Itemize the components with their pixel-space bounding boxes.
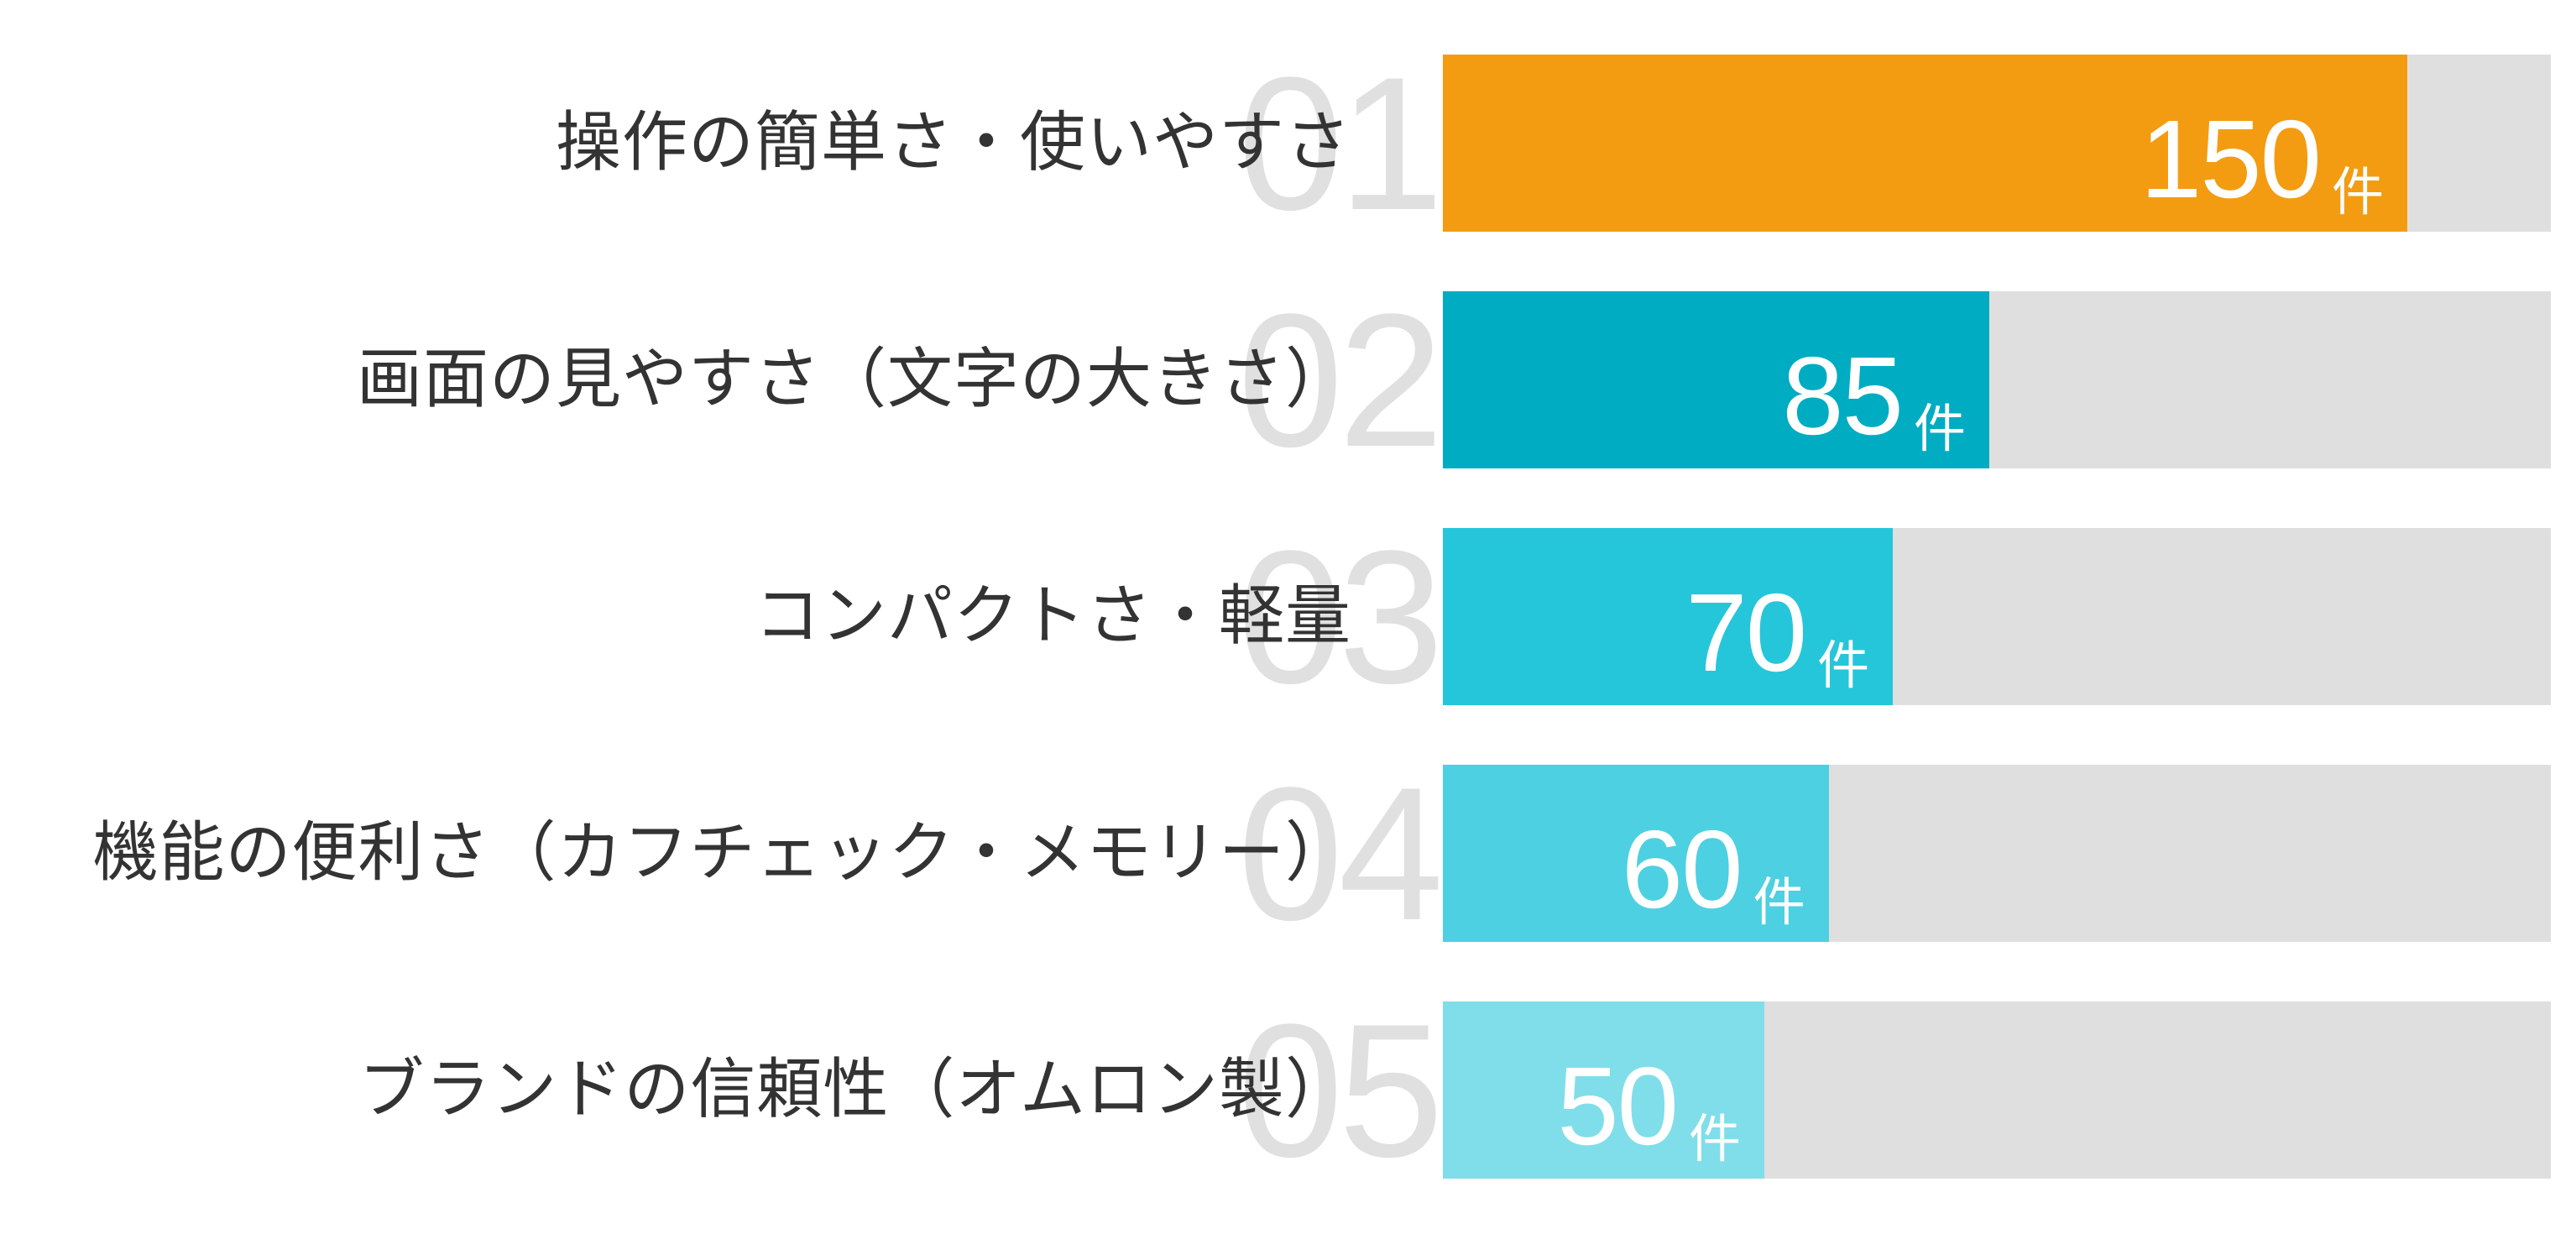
value-unit: 件 [1689,1108,1742,1169]
rank-number: 03 [1237,510,1444,723]
bar-track: 50 件 [1443,1001,2551,1179]
value-unit: 件 [1914,398,1967,459]
chart-row-4: 04 機能の便利さ（カフチェック・メモリー） 60 件 [0,747,2576,959]
value-unit: 件 [2332,161,2385,222]
bar-fill: 85 件 [1443,291,1990,468]
bar-fill: 70 件 [1443,528,1894,705]
chart-row-3: 03 コンパクトさ・軽量 70 件 [0,510,2576,723]
value-label: 60 件 [1621,808,1805,931]
bar-track: 60 件 [1443,765,2551,942]
chart-row-2: 02 画面の見やすさ（文字の大きさ） 85 件 [0,274,2576,486]
value-number: 150 [2140,97,2322,221]
bar-fill: 60 件 [1443,765,1829,942]
value-number: 60 [1621,808,1743,931]
value-label: 70 件 [1685,571,1869,694]
rank-number: 04 [1237,747,1444,959]
bar-track: 85 件 [1443,291,2551,468]
value-number: 50 [1557,1044,1679,1168]
value-label: 50 件 [1557,1044,1741,1168]
value-label: 150 件 [2140,97,2384,221]
category-label: 機能の便利さ（カフチェック・メモリー） [92,815,1351,891]
bar-track: 70 件 [1443,528,2551,705]
category-label: ブランドの信頼性（オムロン製） [358,1052,1351,1127]
value-unit: 件 [1817,635,1870,696]
bar-fill: 150 件 [1443,55,2408,232]
category-label: コンパクトさ・軽量 [754,578,1351,654]
bar-fill: 50 件 [1443,1001,1765,1179]
chart-row-5: 05 ブランドの信頼性（オムロン製） 50 件 [0,984,2576,1196]
rank-number: 05 [1237,984,1444,1196]
value-label: 85 件 [1782,334,1966,458]
rank-number: 02 [1237,274,1444,486]
chart-row-1: 01 操作の簡単さ・使いやすさ 150 件 [0,37,2576,249]
rank-number: 01 [1237,37,1444,249]
category-label: 画面の見やすさ（文字の大きさ） [356,342,1351,417]
value-number: 85 [1782,334,1904,458]
value-number: 70 [1685,571,1807,694]
value-unit: 件 [1753,871,1805,933]
bar-track: 150 件 [1443,55,2551,232]
category-label: 操作の簡単さ・使いやすさ [555,105,1351,180]
